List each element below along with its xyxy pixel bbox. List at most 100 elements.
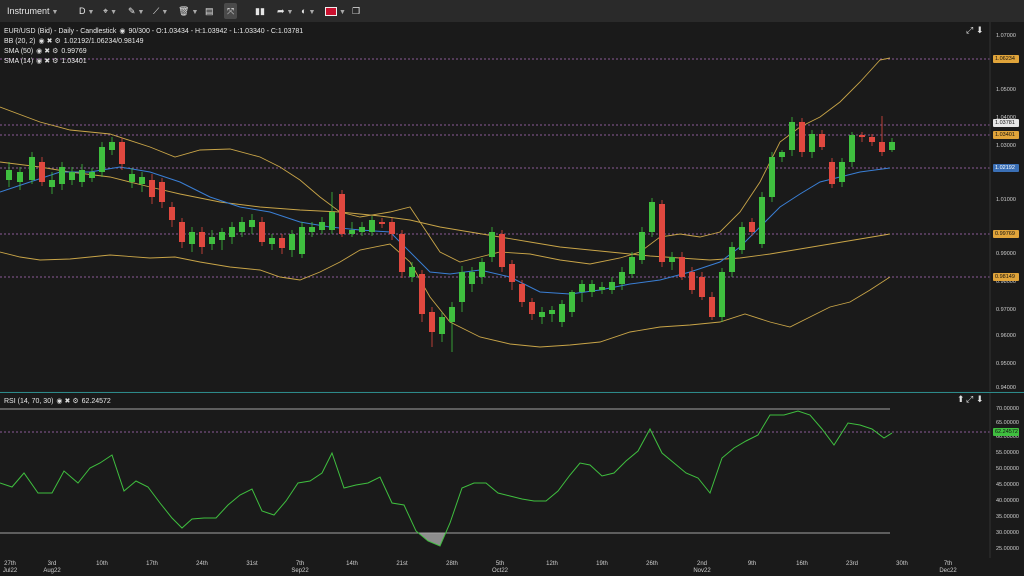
layout-icon[interactable]: ▤ — [205, 6, 214, 16]
eye-icon[interactable]: ◉ — [119, 28, 126, 35]
rsi-tick: 60.00000 — [996, 434, 1019, 440]
candle-body — [149, 180, 155, 197]
chart-type-icon[interactable]: ▮▮ — [255, 6, 265, 16]
flag-uk-icon[interactable]: ▼ — [322, 3, 349, 19]
close-icon[interactable]: ✖ — [46, 38, 53, 45]
candle-body — [429, 312, 435, 332]
date-tick-day: 30th — [896, 561, 908, 567]
eye-icon[interactable]: ◉ — [36, 48, 43, 55]
date-tick-day: 2nd — [696, 561, 707, 567]
candle-body — [589, 284, 595, 292]
rsi-tick: 25.00000 — [996, 546, 1019, 552]
candle-body — [829, 162, 835, 184]
date-tick: 7th Dec22 — [933, 561, 963, 575]
rsi-line — [0, 410, 893, 547]
candle-body — [229, 227, 235, 237]
price-tick: 1.03000 — [996, 143, 1016, 149]
candle-body — [199, 232, 205, 247]
rsi-chart-svg — [0, 393, 991, 559]
candle-body — [569, 292, 575, 312]
rsi-tick: 55.00000 — [996, 450, 1019, 456]
eye-icon[interactable]: ◉ — [38, 38, 45, 45]
date-tick-day: 24th — [196, 561, 208, 567]
gear-icon[interactable]: ⚙ — [52, 48, 59, 55]
arrow-down-icon[interactable]: ⬇ — [976, 25, 984, 35]
trendline-icon[interactable]: ⟋ ▼ — [153, 6, 169, 16]
gear-icon[interactable]: ⚙ — [54, 38, 61, 45]
chevron-down-icon: ▼ — [87, 9, 95, 16]
candle-body — [659, 204, 665, 262]
close-icon[interactable]: ✖ — [44, 48, 51, 55]
date-tick: 21st — [387, 561, 417, 568]
rsi-tick: 65.00000 — [996, 420, 1019, 426]
theme-icon[interactable]: ◐ ▼ — [301, 6, 316, 16]
candle-body — [849, 135, 855, 162]
price-chart[interactable]: EUR/USD (Bid) - Daily - Candlestick ◉ 90… — [0, 22, 1024, 391]
candle-body — [469, 272, 475, 284]
candle-body — [17, 172, 23, 182]
timeframe-menu[interactable]: D ▼ — [76, 3, 97, 19]
date-tick: 28th — [437, 561, 467, 568]
arrow-down-icon[interactable]: ⬇ — [976, 394, 984, 404]
date-tick-day: 19th — [596, 561, 608, 567]
fullscreen-icon[interactable]: ⤧ — [224, 3, 238, 19]
rsi-tick: 40.00000 — [996, 498, 1019, 504]
candle-body — [319, 222, 325, 230]
bollinger-lower-line — [0, 243, 891, 348]
candle-body — [399, 234, 405, 272]
date-tick-month: Aug22 — [43, 568, 61, 574]
candle-body — [879, 142, 885, 152]
rsi-panel[interactable]: RSI (14, 70, 30) ◉ ✖ ⚙ 62.24572 ⬆ ⤢ ⬇ 70.0… — [0, 392, 1024, 559]
date-tick: 2nd Nov22 — [687, 561, 717, 575]
rsi-tick: 45.00000 — [996, 482, 1019, 488]
candle-body — [159, 182, 165, 202]
indicator-bb: BB (20, 2) ◉ ✖ ⚙ 1.02192/1.06234/0.98149 — [4, 37, 144, 45]
bollinger-upper-line — [0, 57, 891, 265]
indicator-sma50: SMA (50) ◉ ✖ ⚙ 0.99769 — [4, 47, 87, 55]
candle-body — [779, 152, 785, 157]
candle-body — [489, 232, 495, 257]
candle-body — [729, 247, 735, 272]
date-tick-day: 26th — [646, 561, 658, 567]
delete-icon[interactable]: 🗑 ▼ — [178, 6, 199, 16]
date-tick-month: Jul22 — [2, 568, 18, 574]
gear-icon[interactable]: ⚙ — [52, 58, 59, 65]
candle-body — [619, 272, 625, 284]
date-tick-day: 21st — [396, 561, 408, 567]
candle-body — [529, 302, 535, 314]
date-tick-day: 10th — [96, 561, 108, 567]
indicator-value: 1.02192/1.06234/0.98149 — [63, 38, 144, 45]
expand-icon[interactable]: ⤢ — [966, 25, 974, 35]
price-tick: 0.99000 — [996, 251, 1016, 257]
candle-body — [579, 284, 585, 292]
candle-body — [859, 135, 865, 137]
price-tick: 0.97000 — [996, 307, 1016, 313]
instrument-menu[interactable]: Instrument ▼ — [4, 3, 61, 19]
candle-body — [179, 222, 185, 242]
close-icon[interactable]: ✖ — [64, 398, 71, 405]
crosshair-icon[interactable]: ⌖ ▼ — [103, 6, 118, 16]
candle-body — [99, 147, 105, 172]
eye-icon[interactable]: ◉ — [36, 58, 43, 65]
price-badge: 1.06234 — [993, 55, 1019, 63]
pen-icon[interactable]: ✎ ▼ — [128, 6, 145, 16]
candle-body — [739, 227, 745, 250]
close-icon[interactable]: ✖ — [44, 58, 51, 65]
candle-body — [519, 284, 525, 302]
date-tick-month: Nov22 — [693, 568, 711, 574]
date-tick: 16th — [787, 561, 817, 568]
price-badge: 1.02192 — [993, 164, 1019, 172]
date-tick: 30th — [887, 561, 917, 568]
eye-icon[interactable]: ◉ — [56, 398, 63, 405]
share-icon[interactable]: ➦ ▼ — [277, 6, 294, 16]
arrow-up-icon[interactable]: ⬆ — [957, 394, 965, 404]
candle-body — [559, 304, 565, 322]
candle-body — [709, 297, 715, 317]
gear-icon[interactable]: ⚙ — [72, 398, 79, 405]
expand-icon[interactable]: ⤢ — [966, 394, 974, 404]
candle-body — [869, 137, 875, 142]
candle-body — [359, 227, 365, 232]
candle-body — [789, 122, 795, 150]
snapshot-icon[interactable]: ❐ — [352, 6, 361, 16]
rsi-oversold-fill — [418, 533, 446, 546]
